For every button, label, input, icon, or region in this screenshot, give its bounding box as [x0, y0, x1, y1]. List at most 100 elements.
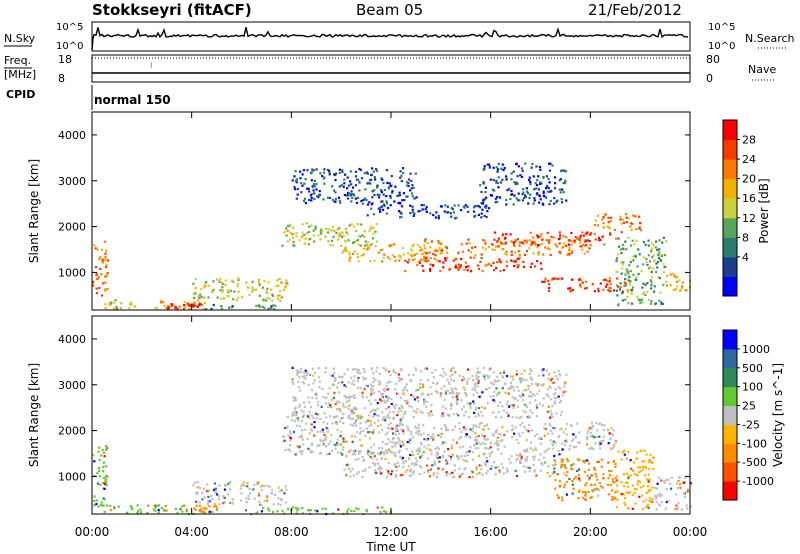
echo-cell: [212, 303, 215, 307]
echo-cell: [455, 388, 458, 391]
echo-cell: [653, 290, 656, 293]
echo-cell: [514, 182, 517, 186]
echo-cell: [623, 453, 626, 456]
echo-cell: [203, 511, 207, 514]
echo-cell: [420, 204, 423, 207]
echo-cell: [399, 216, 402, 219]
echo-cell: [325, 227, 328, 230]
echo-cell: [538, 389, 541, 392]
echo-cell: [388, 450, 392, 453]
echo-cell: [429, 246, 432, 249]
echo-cell: [255, 304, 258, 307]
echo-cell: [221, 282, 224, 286]
echo-cell: [400, 369, 403, 372]
echo-cell: [627, 450, 630, 453]
echo-cell: [586, 239, 589, 242]
echo-cell: [565, 480, 568, 483]
echo-cell: [332, 367, 335, 370]
colorbar-tick-label: 12: [742, 212, 756, 225]
echo-cell: [587, 429, 590, 432]
nsky-label: N.Sky: [4, 32, 36, 45]
echo-cell: [313, 371, 316, 374]
echo-cell: [499, 240, 502, 243]
echo-cell: [525, 458, 528, 461]
echo-cell: [615, 259, 618, 262]
echo-cell: [627, 474, 630, 477]
echo-cell: [330, 434, 333, 437]
echo-cell: [515, 163, 518, 166]
echo-cell: [429, 263, 432, 266]
echo-cell: [624, 284, 627, 287]
echo-cell: [578, 468, 581, 471]
echo-cell: [248, 492, 252, 495]
echo-cell: [224, 283, 227, 287]
echo-cell: [635, 276, 638, 279]
echo-cell: [383, 253, 386, 256]
echo-cell: [391, 445, 394, 448]
echo-cell: [538, 458, 541, 462]
echo-cell: [490, 264, 493, 267]
echo-cell: [332, 229, 335, 232]
echo-cell: [338, 171, 341, 174]
echo-cell: [301, 438, 304, 441]
echo-cell: [207, 499, 210, 502]
echo-cell: [440, 248, 443, 251]
echo-cell: [104, 252, 107, 255]
echo-cell: [445, 459, 448, 462]
echo-cell: [452, 396, 455, 399]
echo-cell: [541, 280, 544, 283]
echo-cell: [636, 483, 639, 486]
echo-cell: [430, 453, 433, 456]
echo-cell: [604, 213, 607, 216]
echo-cell: [577, 497, 580, 500]
echo-cell: [246, 286, 249, 289]
echo-cell: [400, 212, 403, 215]
echo-cell: [622, 449, 625, 452]
echo-cell: [349, 475, 352, 478]
echo-cell: [641, 298, 644, 301]
freq-unit: [MHz]: [4, 68, 36, 81]
echo-cell: [380, 200, 383, 203]
echo-cell: [620, 222, 623, 225]
echo-cell: [482, 428, 485, 431]
echo-cell: [607, 493, 610, 496]
echo-cell: [348, 467, 351, 470]
echo-cell: [640, 449, 643, 452]
echo-cell: [217, 495, 220, 498]
echo-cell: [507, 387, 510, 390]
echo-cell: [308, 410, 311, 414]
echo-cell: [276, 510, 279, 513]
echo-cell: [554, 460, 557, 463]
echo-cell: [396, 414, 399, 417]
echo-cell: [352, 241, 356, 244]
echo-cell: [518, 242, 521, 245]
echo-cell: [391, 191, 394, 194]
echo-cell: [312, 189, 315, 192]
echo-cell: [373, 455, 376, 458]
echo-cell: [368, 414, 371, 417]
echo-cell: [428, 251, 431, 254]
colorbar-tick-label: -100: [742, 437, 767, 450]
echo-cell: [298, 436, 301, 439]
echo-cell: [487, 163, 491, 166]
echo-cell: [472, 206, 476, 209]
echo-cell: [263, 280, 266, 283]
echo-cell: [602, 428, 605, 432]
echo-cell: [497, 432, 500, 435]
echo-cell: [374, 230, 377, 233]
echo-cell: [424, 257, 427, 260]
echo-cell: [485, 447, 488, 450]
echo-cell: [553, 471, 556, 474]
echo-cell: [591, 426, 594, 430]
echo-cell: [647, 473, 650, 476]
echo-cell: [310, 199, 313, 202]
echo-cell: [379, 382, 382, 385]
echo-cell: [675, 285, 679, 288]
echo-cell: [419, 258, 423, 261]
echo-cell: [647, 490, 650, 493]
echo-cell: [293, 188, 297, 191]
echo-cell: [299, 170, 302, 173]
echo-cell: [379, 511, 382, 514]
echo-cell: [372, 415, 375, 418]
echo-cell: [341, 381, 344, 384]
